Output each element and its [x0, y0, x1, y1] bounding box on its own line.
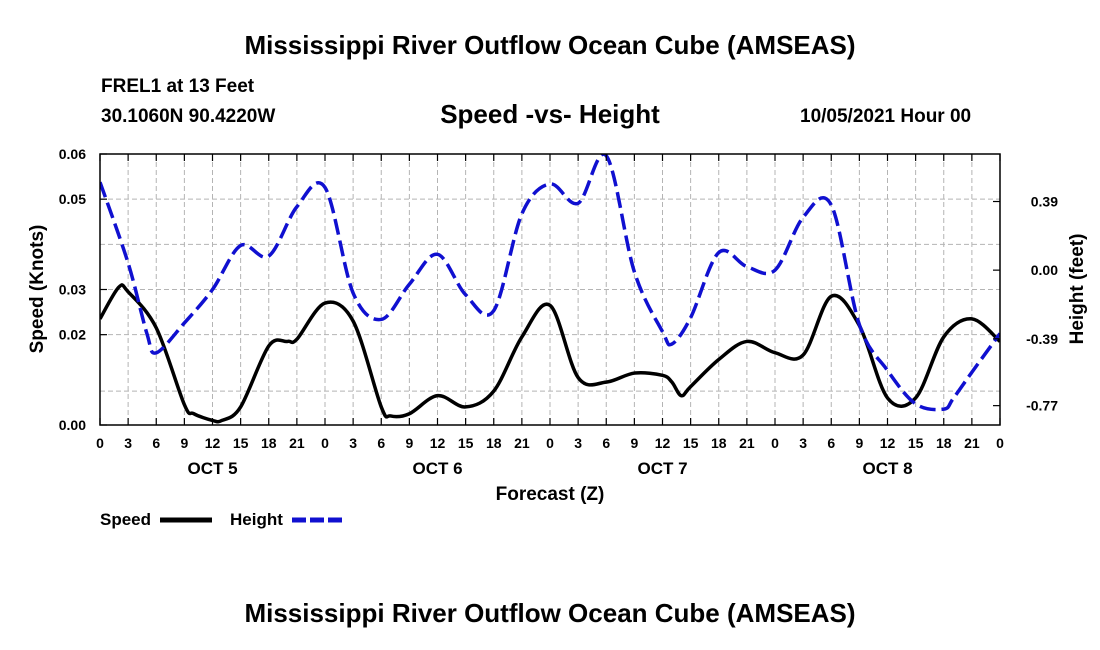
- legend-speed-label: Speed: [100, 510, 151, 529]
- x-tick-label: 18: [711, 435, 727, 451]
- y-tick-label: 0.02: [59, 327, 86, 343]
- y2-axis-title: Height (feet): [1067, 234, 1088, 345]
- height-series-line: [100, 154, 1000, 412]
- x-tick-label: 9: [855, 435, 863, 451]
- legend: Speed Height: [100, 510, 343, 529]
- x-tick-label: 0: [996, 435, 1004, 451]
- y-tick-label: 0.05: [59, 191, 86, 207]
- x-tick-label: 6: [152, 435, 160, 451]
- x-tick-label: 21: [289, 435, 305, 451]
- y-tick-label: 0.00: [59, 417, 86, 433]
- x-tick-label: 9: [180, 435, 188, 451]
- x-tick-label: 12: [430, 435, 446, 451]
- x-tick-label: 21: [964, 435, 980, 451]
- x-tick-label: 12: [880, 435, 896, 451]
- y2-tick-label: -0.39: [1026, 331, 1058, 347]
- x-tick-label: 0: [546, 435, 554, 451]
- speed-series-line: [100, 283, 1000, 424]
- y-tick-label: 0.03: [59, 282, 86, 298]
- x-tick-label: 6: [827, 435, 835, 451]
- legend-height-label: Height: [230, 510, 283, 529]
- x-tick-label: 12: [655, 435, 671, 451]
- grid: [100, 154, 1000, 425]
- x-tick-label: 3: [799, 435, 807, 451]
- x-tick-label: 3: [349, 435, 357, 451]
- x-tick-label: 9: [405, 435, 413, 451]
- y2-tick-label: 0.39: [1031, 194, 1058, 210]
- chart-subtitle: Speed -vs- Height: [440, 99, 660, 129]
- x-axis-title: Forecast (Z): [496, 484, 605, 505]
- axis-labels: Forecast (Z) Speed (Knots) Height (feet)…: [27, 146, 1088, 505]
- x-tick-label: 18: [936, 435, 952, 451]
- day-label: OCT 8: [862, 459, 912, 478]
- y2-tick-label: 0.00: [1031, 262, 1058, 278]
- x-tick-label: 15: [683, 435, 699, 451]
- x-tick-label: 3: [574, 435, 582, 451]
- station-coordinates: 30.1060N 90.4220W: [101, 106, 276, 127]
- x-tick-label: 0: [96, 435, 104, 451]
- x-tick-label: 18: [486, 435, 502, 451]
- axis-ticks: [99, 153, 1001, 426]
- chart-title-bottom: Mississippi River Outflow Ocean Cube (AM…: [244, 598, 856, 628]
- x-tick-label: 6: [602, 435, 610, 451]
- x-tick-label: 18: [261, 435, 277, 451]
- x-tick-label: 15: [908, 435, 924, 451]
- x-tick-label: 21: [739, 435, 755, 451]
- x-tick-label: 0: [771, 435, 779, 451]
- forecast-datetime: 10/05/2021 Hour 00: [800, 106, 972, 127]
- x-tick-label: 3: [124, 435, 132, 451]
- x-tick-label: 0: [321, 435, 329, 451]
- chart-title-top: Mississippi River Outflow Ocean Cube (AM…: [244, 30, 856, 60]
- x-tick-label: 15: [458, 435, 474, 451]
- y-tick-label: 0.06: [59, 146, 86, 162]
- x-tick-label: 15: [233, 435, 249, 451]
- day-label: OCT 7: [637, 459, 687, 478]
- day-label: OCT 6: [412, 459, 462, 478]
- x-tick-label: 6: [377, 435, 385, 451]
- day-label: OCT 5: [187, 459, 237, 478]
- x-tick-label: 12: [205, 435, 221, 451]
- x-tick-label: 21: [514, 435, 530, 451]
- station-label: FREL1 at 13 Feet: [101, 76, 255, 97]
- y2-tick-label: -0.77: [1026, 398, 1058, 414]
- series-layer: [100, 154, 1000, 424]
- y-axis-title: Speed (Knots): [27, 225, 48, 354]
- x-tick-label: 9: [630, 435, 638, 451]
